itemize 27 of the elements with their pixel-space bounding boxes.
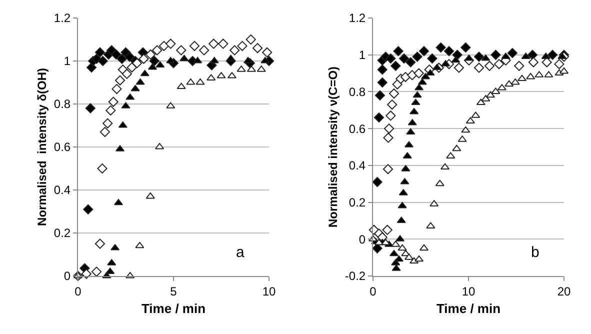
x-tick-label: 0 [370,284,377,298]
y-tick-label: 1.2 [54,11,71,26]
y-tick-label: 1.2 [348,11,366,26]
y-tick-label: 0.4 [54,183,71,198]
x-tick-label: 20 [557,284,571,298]
y-tick-label: 0.2 [348,195,366,210]
y-tick-label: 0 [358,232,366,246]
annotation: b [531,244,540,261]
x-axis-title: Time / min [141,301,206,316]
y-tick-label: 0.2 [54,226,71,240]
x-tick-label: 5 [170,284,178,298]
y-tick-label: 1 [358,48,366,62]
y-tick-label: 1 [64,54,71,68]
y-tick-label: 0.8 [348,84,366,99]
y-axis-title: Normalised intensity δ(OH) [35,68,50,226]
annotation: a [236,244,245,261]
y-tick-label: 0.6 [54,140,71,154]
y-tick-label: 0 [64,269,71,284]
y-tick-label: 0.4 [348,158,366,173]
x-tick-label: 10 [462,284,476,298]
x-tick-label: 10 [262,284,276,298]
x-tick-label: 0 [74,284,82,298]
y-tick-label: 0.6 [348,122,366,136]
x-axis-title: Time / min [436,301,501,316]
y-axis-title: Normalised intensity ν(C=O) [326,66,340,228]
y-tick-label: -0.2 [344,269,366,284]
y-tick-label: 0.8 [54,97,71,112]
